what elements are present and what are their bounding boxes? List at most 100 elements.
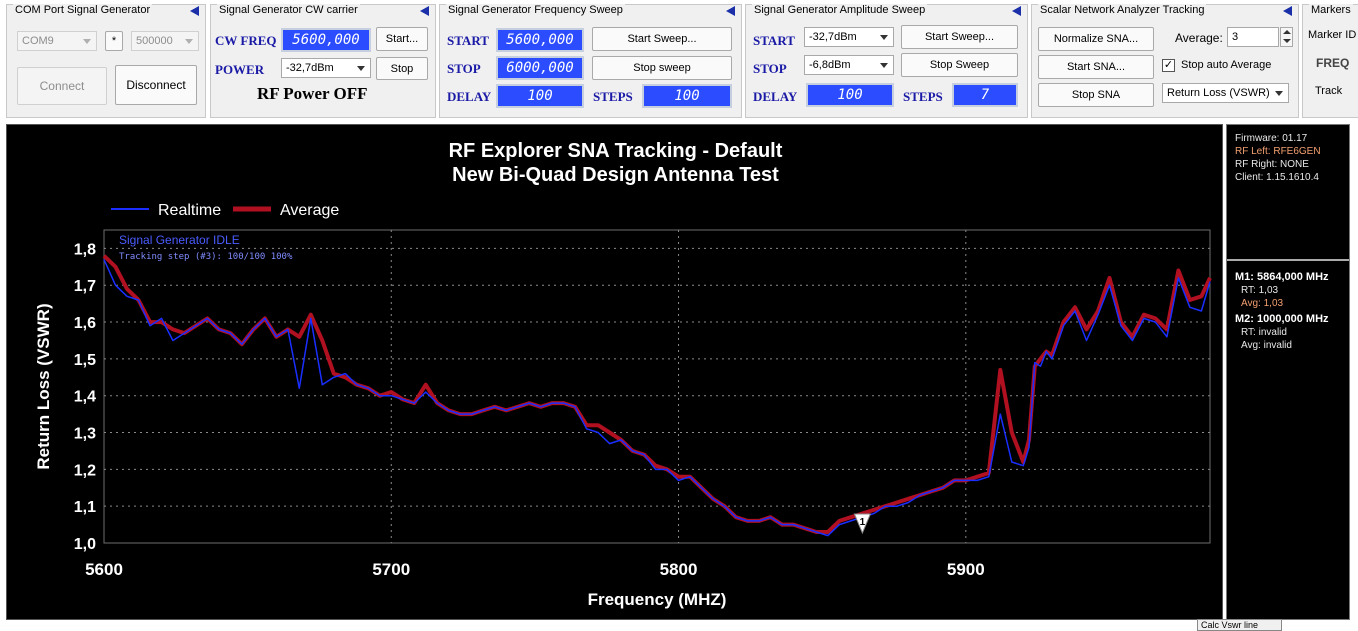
sna-panel-title: Scalar Network Analyzer Tracking [1038, 4, 1207, 16]
normalize-sna-button[interactable]: Normalize SNA... [1038, 27, 1154, 51]
amp-start-value: -32,7dBm [809, 31, 857, 43]
average-label: Average: [1175, 31, 1223, 45]
average-input[interactable]: 3 [1227, 27, 1279, 47]
cw-start-button[interactable]: Start... [376, 27, 428, 51]
freq-stop-sweep-button[interactable]: Stop sweep [592, 56, 732, 80]
sna-mode-value: Return Loss (VSWR) [1167, 87, 1270, 99]
y-tick-label: 1,6 [74, 315, 96, 332]
chart-svg[interactable]: 5600 5700 5800 5900 1,0 1,1 1,2 1,3 1,4 1,5 1,6 1,7… [7, 125, 1224, 621]
amp-delay-label: DELAY [753, 89, 798, 104]
chart-subtitle: New Bi-Quad Design Antenna Test [452, 164, 779, 186]
plot-frame [103, 229, 1211, 544]
info-panel: Firmware: 01.17 RF Left: RFE6GEN RF Righ… [1226, 124, 1350, 620]
freq-steps-label: STEPS [593, 89, 633, 104]
chevron-down-icon [357, 66, 365, 71]
m2-title: M2: 1000,000 MHz [1235, 313, 1329, 325]
spin-up-icon[interactable] [1283, 30, 1291, 34]
generator-status-text: Signal Generator IDLE [119, 233, 240, 247]
rf-left-text: RF Left: RFE6GEN [1235, 146, 1321, 157]
collapse-arrow-icon[interactable] [726, 6, 735, 16]
baud-rate-select[interactable]: 500000 [131, 31, 199, 51]
sna-tracking-panel: Scalar Network Analyzer Tracking Normali… [1031, 4, 1299, 118]
cw-freq-display[interactable]: 5600,000 [281, 28, 371, 52]
amp-stop-value: -6,8dBm [809, 59, 851, 71]
amp-start-label: START [753, 33, 795, 48]
collapse-arrow-icon[interactable] [1283, 6, 1292, 16]
firmware-text: Firmware: 01.17 [1235, 133, 1308, 144]
stop-sna-button[interactable]: Stop SNA [1038, 83, 1154, 107]
amp-stop-select[interactable]: -6,8dBm [804, 55, 894, 75]
marker-id-label: Marker ID [1308, 29, 1357, 41]
amp-start-select[interactable]: -32,7dBm [804, 27, 894, 47]
refresh-ports-button[interactable]: * [105, 31, 123, 51]
y-tick-label: 1,8 [74, 241, 96, 258]
com-port-panel-title: COM Port Signal Generator [13, 4, 153, 16]
freq-stop-display[interactable]: 6000,000 [496, 56, 584, 80]
cw-freq-label: CW FREQ [215, 33, 277, 48]
x-axis-label: Frequency (MHZ) [588, 590, 727, 609]
client-text: Client: 1.15.1610.4 [1235, 172, 1319, 183]
legend-average-label: Average [280, 202, 339, 219]
freq-delay-display[interactable]: 100 [496, 84, 584, 108]
y-tick-label: 1,3 [74, 426, 96, 443]
chevron-down-icon [83, 39, 91, 44]
freq-sweep-panel-title: Signal Generator Frequency Sweep [446, 4, 625, 16]
freq-stop-label: STOP [447, 61, 481, 76]
amp-start-sweep-button[interactable]: Start Sweep... [901, 25, 1018, 49]
collapse-arrow-icon[interactable] [420, 6, 429, 16]
cw-power-value: -32,7dBm [286, 62, 334, 74]
marker-freq-label: FREQ [1316, 56, 1350, 70]
m1-title: M1: 5864,000 MHz [1235, 271, 1329, 283]
y-tick-label: 1,7 [74, 278, 96, 295]
sna-mode-select[interactable]: Return Loss (VSWR) [1162, 83, 1289, 103]
collapse-arrow-icon[interactable] [190, 6, 199, 16]
y-tick-label: 1,0 [74, 536, 96, 553]
amplitude-sweep-panel: Signal Generator Amplitude Sweep START -… [745, 4, 1028, 118]
average-series-line [102, 254, 1212, 534]
y-tick-label: 1,2 [74, 462, 96, 479]
connect-button[interactable]: Connect [17, 67, 107, 105]
chevron-down-icon [185, 39, 193, 44]
start-sna-button[interactable]: Start SNA... [1038, 55, 1154, 79]
chevron-down-icon [880, 63, 888, 68]
legend-realtime-label: Realtime [158, 202, 221, 219]
spin-down-icon[interactable] [1283, 39, 1291, 43]
amp-stop-sweep-button[interactable]: Stop Sweep [901, 53, 1018, 77]
marker-track-label: Track [1315, 85, 1343, 97]
cw-power-select[interactable]: -32,7dBm [281, 58, 371, 78]
amp-steps-display[interactable]: 7 [952, 83, 1018, 107]
amp-stop-label: STOP [753, 61, 787, 76]
frequency-sweep-panel: Signal Generator Frequency Sweep START 5… [439, 4, 742, 118]
tracking-step-text: Tracking step (#3): 100/100 100% [119, 252, 293, 262]
x-tick-label: 5700 [372, 560, 410, 579]
collapse-arrow-icon[interactable] [1012, 6, 1021, 16]
disconnect-button[interactable]: Disconnect [115, 65, 197, 105]
cw-stop-button[interactable]: Stop [376, 57, 428, 80]
sna-chart[interactable]: 5600 5700 5800 5900 1,0 1,1 1,2 1,3 1,4 1,5 1,6 1,7… [6, 124, 1223, 620]
x-tick-label: 5800 [660, 560, 698, 579]
markers-panel: Markers Marker ID FREQ Track [1302, 4, 1358, 118]
cw-panel-title: Signal Generator CW carrier [217, 4, 360, 16]
marker-1-triangle [853, 513, 872, 535]
tooltip: Calc Vswr line [1197, 619, 1282, 631]
rf-right-text: RF Right: NONE [1235, 159, 1309, 170]
amp-delay-display[interactable]: 100 [806, 83, 894, 107]
realtime-series-line [103, 259, 1211, 537]
average-spinner[interactable] [1280, 27, 1293, 47]
baud-rate-value: 500000 [136, 35, 173, 47]
freq-start-sweep-button[interactable]: Start Sweep... [592, 27, 732, 51]
freq-start-display[interactable]: 5600,000 [496, 28, 584, 52]
com-port-panel: COM Port Signal Generator COM9 * 500000 … [6, 4, 206, 118]
m2-avg: Avg: invalid [1241, 340, 1292, 351]
freq-delay-label: DELAY [447, 89, 492, 104]
cw-carrier-panel: Signal Generator CW carrier CW FREQ 5600… [210, 4, 436, 118]
stop-auto-average-checkbox[interactable]: ✓ [1162, 59, 1175, 72]
freq-steps-display[interactable]: 100 [642, 84, 732, 108]
com-port-select[interactable]: COM9 [17, 31, 97, 51]
rf-power-status: RF Power OFF [257, 84, 368, 103]
x-tick-label: 5600 [85, 560, 123, 579]
com-port-value: COM9 [22, 35, 54, 47]
amp-sweep-panel-title: Signal Generator Amplitude Sweep [752, 4, 928, 16]
m1-rt: RT: 1,03 [1241, 285, 1279, 296]
y-axis-label: Return Loss (VSWR) [34, 303, 53, 469]
